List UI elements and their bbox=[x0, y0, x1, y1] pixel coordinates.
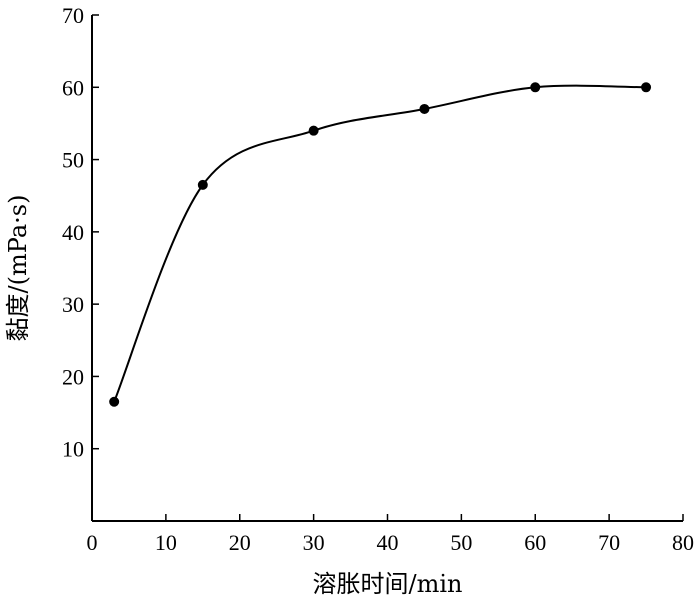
y-tick-label: 40 bbox=[62, 220, 84, 245]
data-point bbox=[197, 179, 208, 190]
data-point bbox=[641, 82, 652, 93]
x-tick-label: 80 bbox=[672, 530, 694, 555]
y-tick-label: 30 bbox=[62, 292, 84, 317]
data-point bbox=[419, 103, 430, 114]
x-tick-label: 60 bbox=[524, 530, 546, 555]
y-ticks: 10 20 30 40 50 60 70 bbox=[62, 3, 99, 462]
series-line bbox=[113, 84, 647, 403]
x-tick-label: 70 bbox=[598, 530, 620, 555]
axes bbox=[91, 15, 683, 522]
x-axis-label: 溶胀时间/min bbox=[313, 570, 463, 598]
data-point bbox=[109, 396, 120, 407]
y-tick-label: 10 bbox=[62, 437, 84, 462]
x-tick-label: 50 bbox=[450, 530, 472, 555]
x-tick-label: 0 bbox=[87, 530, 98, 555]
y-tick-label: 60 bbox=[62, 75, 84, 100]
x-ticks: 0 10 20 30 40 50 60 70 80 bbox=[87, 514, 694, 555]
y-tick-label: 20 bbox=[62, 364, 84, 389]
y-tick-label: 70 bbox=[62, 3, 84, 28]
x-tick-label: 20 bbox=[229, 530, 251, 555]
data-point bbox=[530, 82, 541, 93]
y-tick-label: 50 bbox=[62, 148, 84, 173]
x-tick-label: 30 bbox=[303, 530, 325, 555]
y-axis-label: 黏度/(mPa·s) bbox=[4, 195, 32, 342]
series-group bbox=[109, 82, 652, 407]
x-tick-label: 10 bbox=[155, 530, 177, 555]
data-point bbox=[308, 125, 319, 136]
x-tick-label: 40 bbox=[377, 530, 399, 555]
